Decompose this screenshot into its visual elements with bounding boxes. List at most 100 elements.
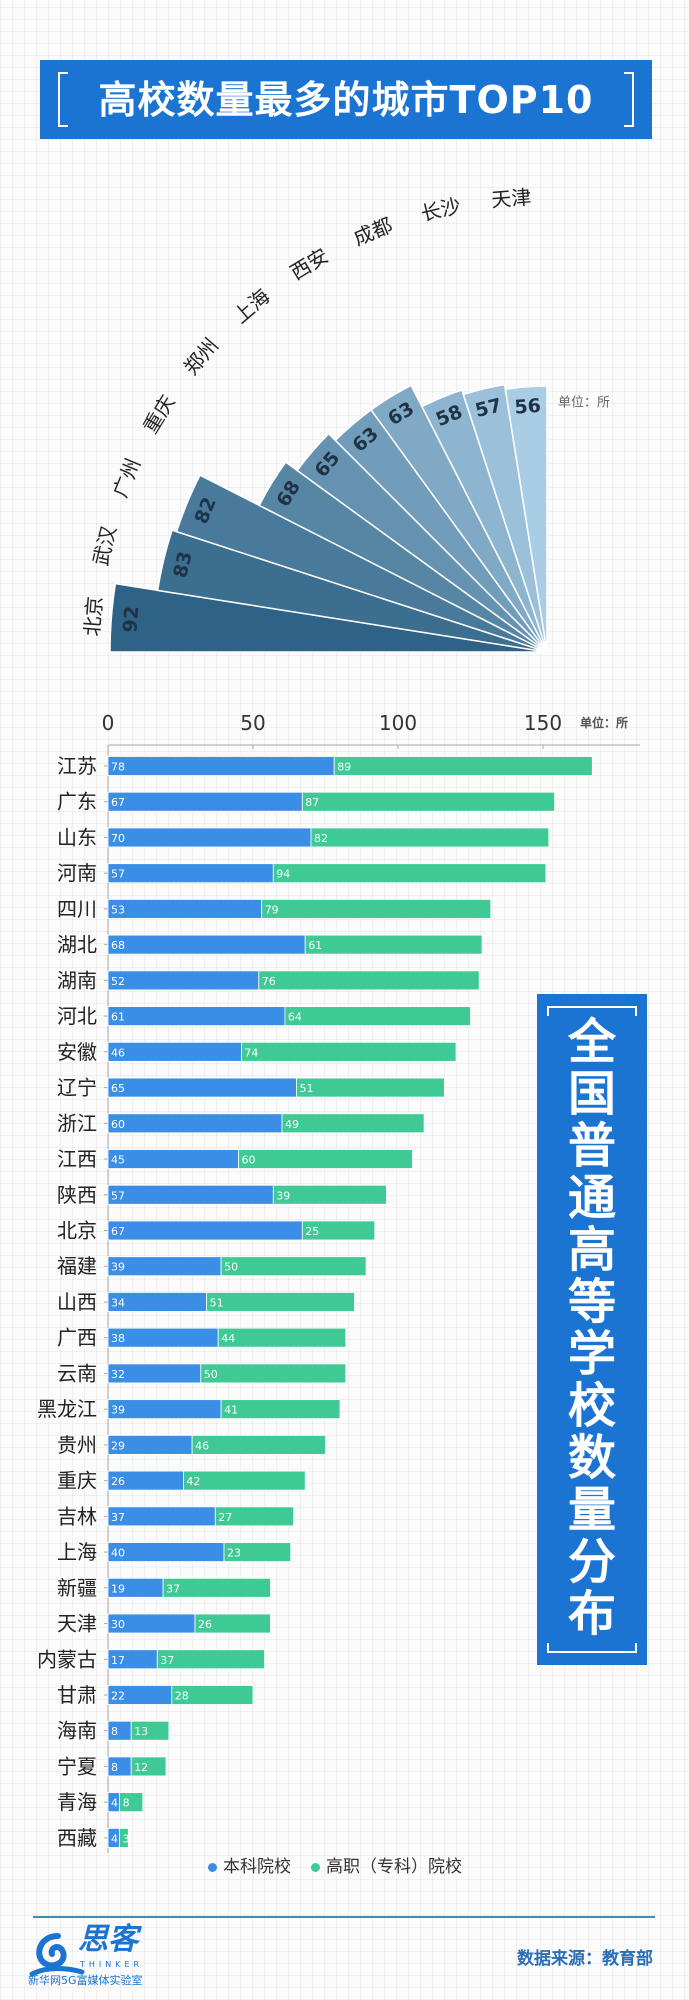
bar-vocational [301, 791, 555, 812]
category-label: 青海 [57, 1790, 97, 1814]
category-label: 湖南 [57, 968, 97, 992]
category-label: 贵州 [57, 1433, 97, 1457]
bracket-top [547, 1006, 637, 1016]
bar-value-label: 67 [111, 1225, 125, 1238]
bar-value-label: 39 [111, 1404, 125, 1417]
bar-value-label: 51 [210, 1296, 224, 1309]
category-label: 浙江 [57, 1111, 97, 1135]
fan-wedge [156, 529, 548, 653]
bar-vocational [156, 1649, 266, 1670]
bar-undergrad [107, 756, 335, 776]
legend-dot-vocational [311, 1862, 320, 1872]
bar-value-label: 39 [111, 1261, 125, 1274]
category-label: 宁夏 [57, 1754, 97, 1778]
title-char: 数 [567, 1430, 616, 1486]
category-label: 江苏 [57, 754, 97, 778]
bar-value-label: 78 [111, 761, 125, 774]
bar-value-label: 39 [276, 1189, 290, 1202]
bar-value-label: 50 [204, 1368, 218, 1381]
bar-undergrad [107, 934, 306, 955]
bar-value-label: 38 [111, 1332, 125, 1345]
category-label: 上海 [57, 1540, 97, 1564]
bar-vocational [194, 1613, 271, 1634]
title-char: 国 [567, 1066, 616, 1122]
fan-chart-title: 高校数量最多的城市TOP10 [40, 60, 652, 139]
bar-value-label: 23 [227, 1547, 241, 1560]
bracket-left [58, 72, 68, 127]
bar-value-label: 29 [111, 1439, 125, 1452]
title-char: 高 [567, 1222, 616, 1278]
bar-value-label: 8 [111, 1725, 118, 1738]
title-char: 分 [567, 1534, 616, 1590]
category-label: 广东 [57, 790, 97, 814]
bar-undergrad [107, 863, 274, 884]
bar-vocational [171, 1685, 254, 1705]
bar-value-label: 46 [195, 1439, 209, 1452]
bar-vocational [238, 1149, 413, 1169]
bar-value-label: 68 [111, 939, 125, 952]
fan-wedge [420, 389, 548, 653]
bar-value-label: 44 [221, 1332, 235, 1345]
bar-vocational [240, 1041, 457, 1062]
fan-city-label: 天津 [490, 185, 532, 212]
bar-vocational [119, 1792, 144, 1813]
bar-value-label: 27 [218, 1511, 232, 1524]
category-label: 陕西 [57, 1183, 97, 1207]
bar-vocational [191, 1434, 326, 1455]
bar-undergrad [107, 970, 260, 991]
bar-value-label: 26 [111, 1475, 125, 1488]
fan-wedge [504, 385, 548, 653]
bar-value-label: 30 [111, 1618, 125, 1631]
stacked-bar-chart: 0 50 100 150 单位：所江苏 78 89 广东 67 87 山东 70 82 河南 57 94 四川 5… [37, 711, 640, 1853]
category-label: 湖北 [57, 933, 97, 957]
bracket-right [624, 72, 634, 127]
bar-value-label: 40 [111, 1547, 125, 1560]
bar-value-label: 46 [111, 1046, 125, 1059]
bar-value-label: 17 [111, 1654, 125, 1667]
bar-vocational [119, 1828, 129, 1848]
category-label: 河北 [57, 1004, 97, 1028]
bar-vocational [333, 756, 593, 776]
bar-value-label: 3 [123, 1832, 130, 1845]
bar-vocational [272, 1184, 387, 1205]
category-label: 广西 [57, 1326, 97, 1350]
bar-value-label: 53 [111, 903, 125, 916]
bar-value-label: 82 [314, 832, 328, 845]
bar-vocational [310, 827, 550, 848]
bar-undergrad [107, 1149, 239, 1169]
bar-undergrad [107, 899, 263, 919]
bar-value-label: 26 [198, 1618, 212, 1631]
category-label: 新疆 [57, 1576, 97, 1600]
category-label: 西藏 [57, 1826, 97, 1850]
x-tick-label: 50 [240, 711, 265, 735]
bar-value-label: 60 [242, 1154, 256, 1167]
bar-value-label: 50 [224, 1261, 238, 1274]
bar-undergrad [107, 1220, 303, 1241]
fan-unit-label: 单位：所 [558, 396, 610, 411]
logo-english: THINKER [80, 1960, 144, 1969]
logo-name: 思客 [78, 1922, 138, 1957]
bar-undergrad [107, 1077, 297, 1098]
logo-subtitle: 新华网5G富媒体实验室 [28, 1974, 143, 1987]
data-source: 数据来源：教育部 [517, 1949, 653, 1969]
bar-value-label: 4 [111, 1832, 118, 1845]
bar-value-label: 12 [134, 1761, 148, 1774]
category-label: 海南 [57, 1719, 97, 1743]
bar-value-label: 61 [308, 939, 322, 952]
category-label: 安徽 [57, 1040, 97, 1064]
bar-value-label: 8 [111, 1761, 118, 1774]
x-tick-label: 100 [379, 711, 417, 735]
bar-value-label: 76 [262, 975, 276, 988]
bar-value-label: 65 [111, 1082, 125, 1095]
category-label: 云南 [57, 1361, 97, 1385]
bar-value-label: 79 [265, 903, 279, 916]
legend: 本科院校 高职（专科）院校 [208, 1856, 462, 1878]
category-label: 吉林 [57, 1504, 97, 1528]
fan-value-label: 56 [514, 395, 542, 419]
bar-value-label: 25 [305, 1225, 319, 1238]
bar-undergrad [107, 1542, 225, 1562]
title-char: 普 [567, 1118, 616, 1174]
bar-value-label: 67 [111, 796, 125, 809]
bar-value-label: 70 [111, 832, 125, 845]
